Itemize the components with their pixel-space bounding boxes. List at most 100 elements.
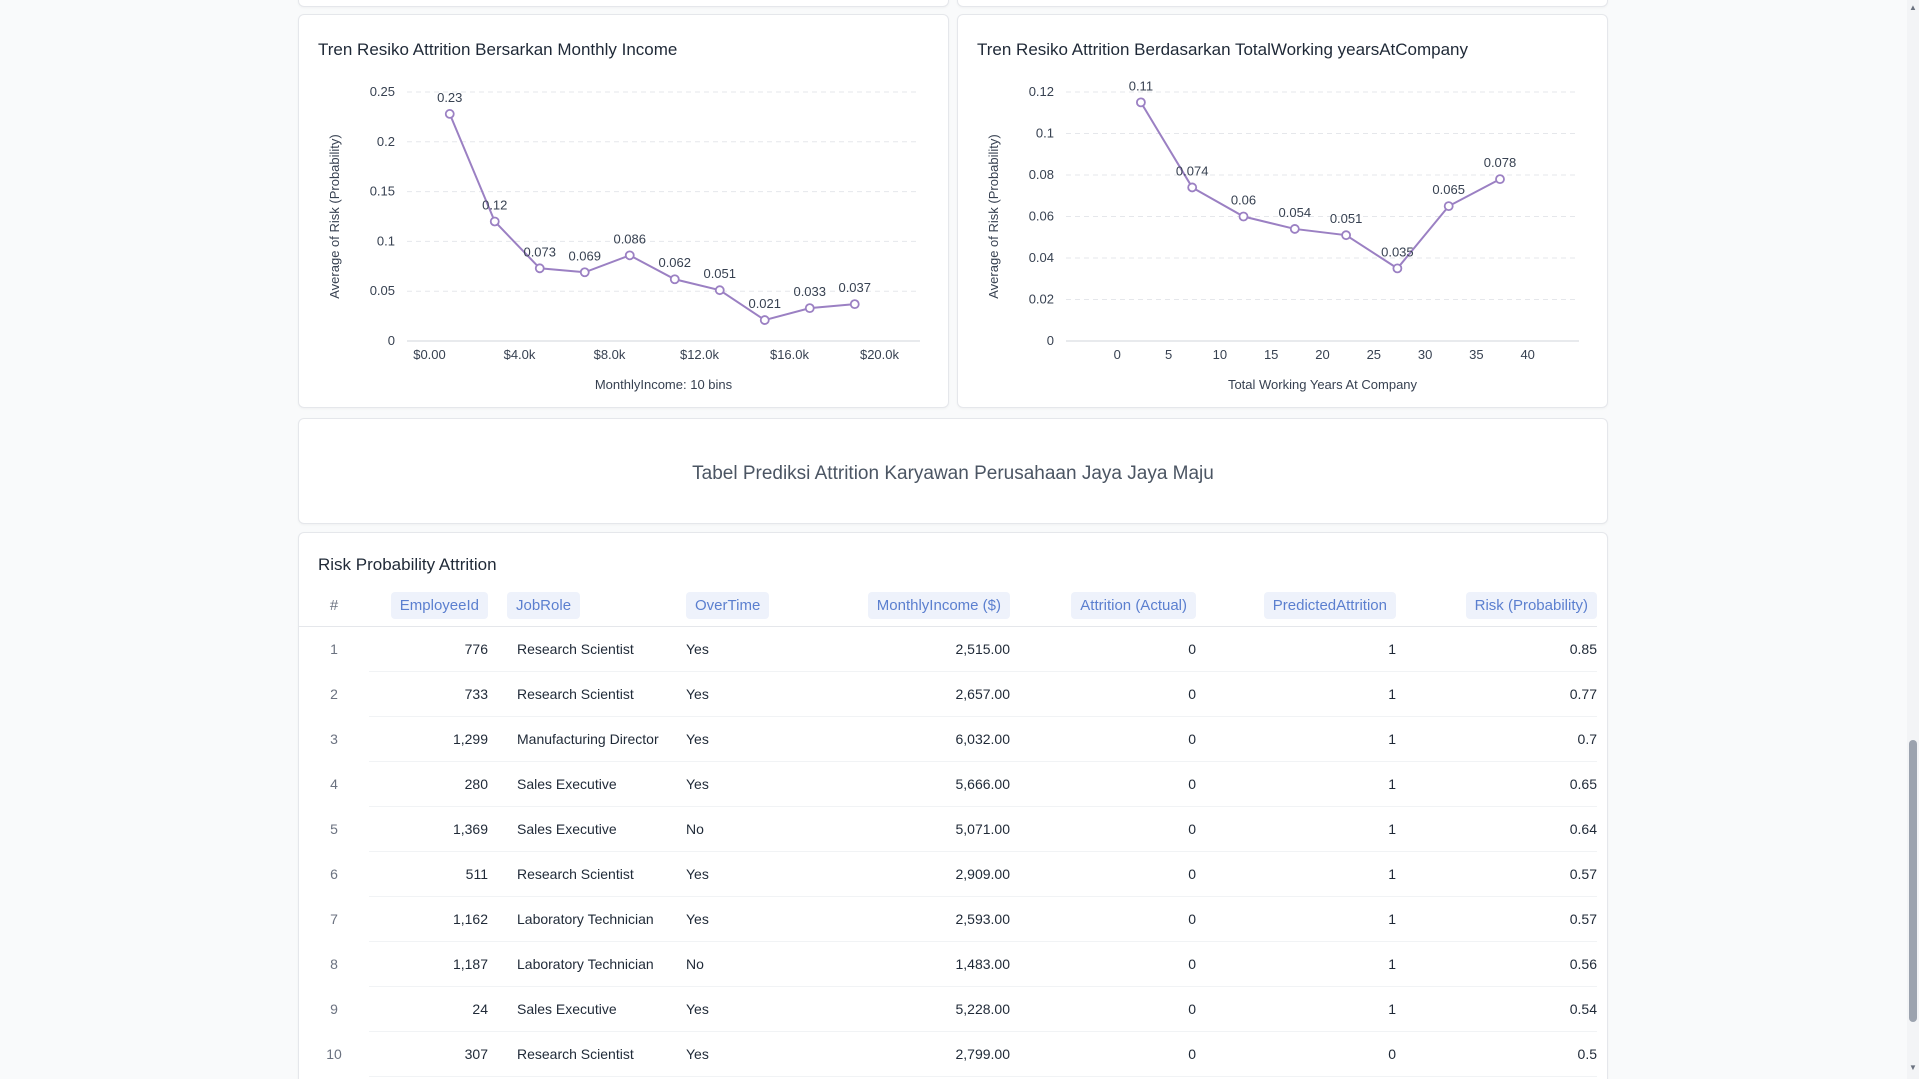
table-cell: 1 [1196,761,1396,807]
table-cell: 1 [1196,941,1396,987]
x-tick-label: $16.0k [770,347,810,362]
col-header-attrition-actual[interactable]: Attrition (Actual) [1010,586,1196,627]
table-cell: Research Scientist [488,671,686,717]
data-point [1341,230,1351,241]
data-label: 0.051 [703,266,736,281]
table-cell: 1 [1196,626,1396,672]
table-cell: 0 [1010,626,1196,672]
x-tick-label: 20 [1315,347,1329,362]
data-label: 0.073 [523,244,556,259]
table-row[interactable]: 2 733 Research Scientist Yes 2,657.00 0 1 0.77 [299,671,1597,717]
table-cell: 6,032.00 [846,716,1010,762]
data-label: 0.074 [1176,163,1209,178]
col-header-monthlyincome[interactable]: MonthlyIncome ($) [846,586,1010,627]
x-tick-label: 5 [1165,347,1172,362]
x-tick-label: 15 [1264,347,1278,362]
scroll-up-arrow-icon[interactable]: ▲ [1909,3,1917,12]
data-label: 0.062 [658,255,691,270]
chart-card-working-years: Tren Resiko Attrition Berdasarkan TotalW… [957,14,1608,408]
table-cell: Yes [686,626,846,672]
table-row[interactable]: 4 280 Sales Executive Yes 5,666.00 0 1 0.65 [299,761,1597,807]
table-cell: 0 [1010,1031,1196,1077]
table-row[interactable]: 3 1,299 Manufacturing Director Yes 6,032.00 0… [299,716,1597,762]
data-label: 0.078 [1484,155,1517,170]
data-point [1443,201,1454,212]
top-card-right-partial [957,0,1608,7]
page-scrollbar-thumb[interactable] [1909,740,1917,1022]
data-label: 0.12 [482,197,507,212]
table-cell: Yes [686,851,846,897]
table-cell: 1,299 [369,716,488,762]
table-cell: 0.77 [1396,671,1597,717]
data-label: 0.23 [437,90,462,105]
table-cell: 1,369 [369,806,488,852]
table-row[interactable]: 7 1,162 Laboratory Technician Yes 2,593.00 0 1… [299,896,1597,942]
y-tick-label: 0.08 [1029,167,1054,182]
table-cell: 0 [1196,1031,1396,1077]
row-index: 2 [330,685,338,702]
col-header-jobrole[interactable]: JobRole [488,586,686,627]
table-title: Risk Probability Attrition [318,555,497,574]
chart-title: Tren Resiko Attrition Berdasarkan TotalW… [977,40,1469,59]
table-cell: Sales Executive [488,761,686,807]
table-row[interactable]: 6 511 Research Scientist Yes 2,909.00 0 1 0.57 [299,851,1597,897]
table-cell: 0 [1010,986,1196,1032]
table-cell: 1,162 [369,896,488,942]
data-point [534,263,545,274]
table-cell: 0 [1010,896,1196,942]
table-cell: 2,515.00 [846,626,1010,672]
table-cell: 0.85 [1396,626,1597,672]
row-index: 4 [330,775,338,792]
series-line [448,113,855,322]
data-label: 0.021 [748,296,781,311]
table-cell: 1 [1196,671,1396,717]
table-cell: 0.57 [1396,851,1597,897]
table-cell: Research Scientist [488,1031,686,1077]
y-tick-label: 0.1 [1036,126,1054,141]
table-cell: 0 [1010,806,1196,852]
data-label: 0.069 [568,248,601,263]
y-tick-label: 0.12 [1029,84,1054,99]
col-header-risk-probability[interactable]: Risk (Probability) [1396,586,1597,627]
table-cell: 1 [1196,896,1396,942]
table-row[interactable]: 8 1,187 Laboratory Technician No 1,483.00 0 1 0… [299,941,1597,987]
table-row[interactable]: 9 24 Sales Executive Yes 5,228.00 0 1 0.54 [299,986,1597,1032]
table-cell: 0.57 [1396,896,1597,942]
table-cell: Yes [686,761,846,807]
data-point [759,315,770,325]
y-tick-label: 0 [388,333,395,348]
table-cell: Research Scientist [488,851,686,897]
table-cell: Research Scientist [488,626,686,672]
data-point [579,267,590,278]
table-cell: 1,187 [369,941,488,987]
x-axis-label: MonthlyIncome: 10 bins [595,377,733,392]
data-point [1187,182,1198,193]
table-header-row: # EmployeeId JobRole OverTime MonthlyInc… [299,586,1597,627]
col-header-overtime[interactable]: OverTime [686,586,846,627]
table-cell: No [686,806,846,852]
data-point [1238,211,1249,222]
col-header-employeeid[interactable]: EmployeeId [369,586,488,627]
table-cell: 0.7 [1396,716,1597,762]
table-cell: Yes [686,671,846,717]
chart-card-monthly-income: Tren Resiko Attrition Bersarkan Monthly … [298,14,949,408]
table-row[interactable]: 10 307 Research Scientist Yes 2,799.00 0 0 0.5 [299,1031,1597,1077]
y-tick-label: 0.15 [370,184,395,199]
table-row[interactable]: 1 776 Research Scientist Yes 2,515.00 0 1 0.85 [299,626,1597,672]
data-label: 0.037 [838,280,871,295]
y-tick-label: 0.2 [377,134,395,149]
scroll-down-arrow-icon[interactable]: ▼ [1909,1063,1917,1072]
col-header-predicted-attrition[interactable]: PredictedAttrition [1196,586,1396,627]
risk-table: # EmployeeId JobRole OverTime MonthlyInc… [299,586,1597,1077]
table-cell: Sales Executive [488,806,686,852]
table-row[interactable]: 5 1,369 Sales Executive No 5,071.00 0 1 0.64 [299,806,1597,852]
x-tick-label: $12.0k [680,347,720,362]
table-cell: 1 [1196,806,1396,852]
table-cell: 511 [369,851,488,897]
table-cell: 0.54 [1396,986,1597,1032]
x-tick-label: 0 [1114,347,1121,362]
x-tick-label: $4.0k [504,347,536,362]
table-cell: No [686,941,846,987]
table-banner-card: Tabel Prediksi Attrition Karyawan Perusa… [298,418,1608,524]
table-cell: Laboratory Technician [488,896,686,942]
